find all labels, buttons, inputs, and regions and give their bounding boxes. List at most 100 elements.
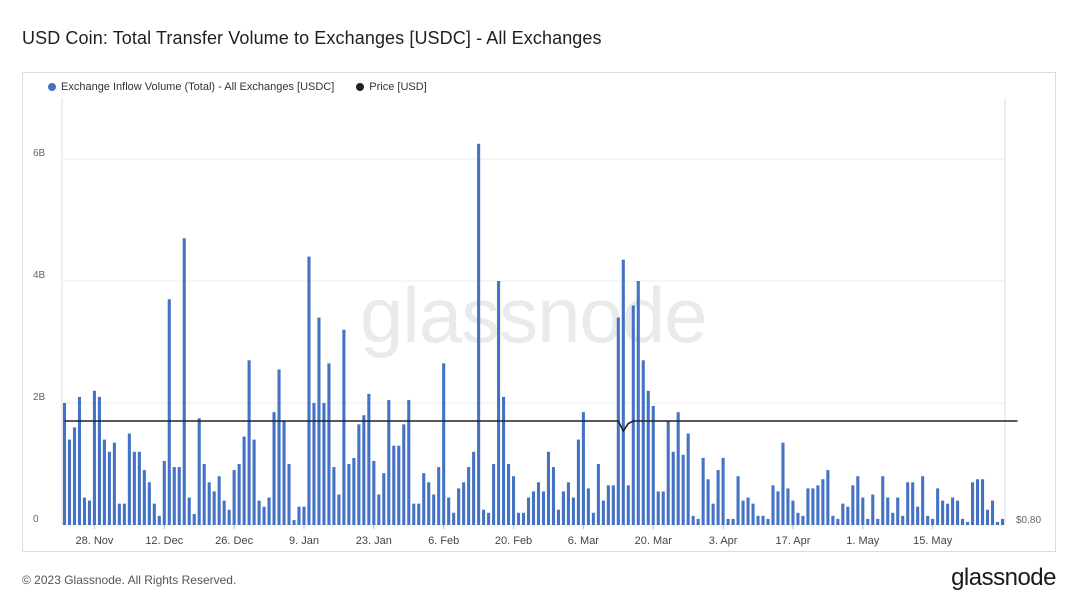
bar — [357, 424, 361, 525]
x-tick-label: 1. May — [846, 535, 880, 547]
bar — [936, 488, 940, 525]
bar — [741, 500, 745, 525]
bar — [801, 515, 805, 525]
bar — [497, 281, 501, 525]
bar — [197, 418, 201, 525]
bar — [432, 494, 436, 525]
bar — [966, 521, 970, 525]
bar — [726, 518, 730, 525]
bar — [771, 485, 775, 525]
bar — [990, 500, 995, 525]
bar — [981, 479, 985, 525]
bar — [342, 329, 346, 525]
bar — [841, 503, 845, 525]
bar — [162, 460, 166, 525]
bar — [327, 363, 331, 525]
bar — [402, 424, 406, 525]
bar — [112, 442, 116, 525]
x-tick-label: 6. Mar — [568, 535, 600, 547]
bar — [347, 464, 351, 525]
bar — [117, 503, 121, 525]
bar — [681, 454, 685, 525]
bar — [217, 476, 221, 525]
bar — [387, 399, 391, 525]
bar — [417, 503, 421, 525]
bar — [881, 476, 885, 525]
legend-dot-price — [356, 83, 365, 91]
bar — [886, 497, 890, 525]
bar — [906, 482, 910, 525]
bar — [546, 451, 551, 525]
legend-dot-inflow — [48, 83, 56, 91]
bar — [182, 238, 186, 526]
legend-item-price[interactable]: Price [USD] — [356, 81, 427, 93]
bar — [636, 281, 640, 525]
bar — [596, 464, 600, 525]
bar — [482, 509, 486, 525]
bar — [102, 439, 106, 525]
bar — [392, 445, 396, 525]
y-tick-label: 2B — [33, 392, 46, 403]
bar — [816, 485, 820, 525]
bar — [571, 497, 575, 525]
bar — [377, 494, 381, 525]
bar — [851, 485, 855, 525]
bar — [876, 518, 880, 525]
bar — [397, 445, 401, 525]
bar — [147, 482, 151, 525]
bar — [711, 503, 715, 525]
bar — [896, 497, 900, 525]
bar — [232, 470, 236, 525]
bar — [67, 439, 72, 525]
bar — [487, 512, 491, 525]
bar — [531, 491, 536, 525]
bar — [995, 521, 1000, 525]
bar — [901, 515, 905, 525]
bar — [696, 518, 700, 525]
bar — [477, 143, 481, 525]
bar — [187, 497, 191, 525]
bar — [262, 506, 266, 525]
bar — [167, 299, 171, 525]
bar — [302, 506, 306, 525]
bar — [172, 467, 176, 525]
bar — [337, 494, 341, 525]
bar — [751, 503, 755, 525]
bar — [92, 390, 96, 525]
bar — [631, 305, 635, 525]
bar — [656, 491, 660, 525]
bar — [62, 403, 67, 525]
chart-frame — [22, 72, 1056, 552]
bar — [641, 360, 645, 525]
bar — [566, 482, 570, 525]
legend-label-price: Price [USD] — [369, 81, 427, 93]
bar — [407, 399, 411, 525]
bar — [467, 467, 471, 525]
bar — [556, 509, 560, 525]
bar — [297, 506, 301, 525]
copyright-footer: © 2023 Glassnode. All Rights Reserved. — [22, 573, 237, 587]
bar — [372, 460, 376, 525]
x-tick-label: 15. May — [913, 535, 953, 547]
bar — [891, 512, 895, 525]
bar — [781, 442, 785, 525]
bar — [332, 467, 336, 525]
bar — [971, 482, 975, 525]
bar — [516, 512, 521, 525]
bar — [82, 497, 86, 525]
bar — [941, 500, 945, 525]
bar — [691, 515, 695, 525]
bar — [87, 500, 91, 525]
bar — [601, 500, 605, 525]
bar — [866, 518, 870, 525]
bar — [152, 503, 156, 525]
y-tick-label: 4B — [33, 270, 46, 281]
bar — [177, 467, 181, 525]
bar — [776, 491, 780, 525]
price-line — [64, 420, 1018, 433]
bar — [576, 439, 580, 525]
bar — [107, 451, 111, 525]
legend-item-inflow[interactable]: Exchange Inflow Volume (Total) - All Exc… — [48, 81, 334, 93]
bar — [207, 482, 211, 525]
bar — [382, 473, 386, 525]
